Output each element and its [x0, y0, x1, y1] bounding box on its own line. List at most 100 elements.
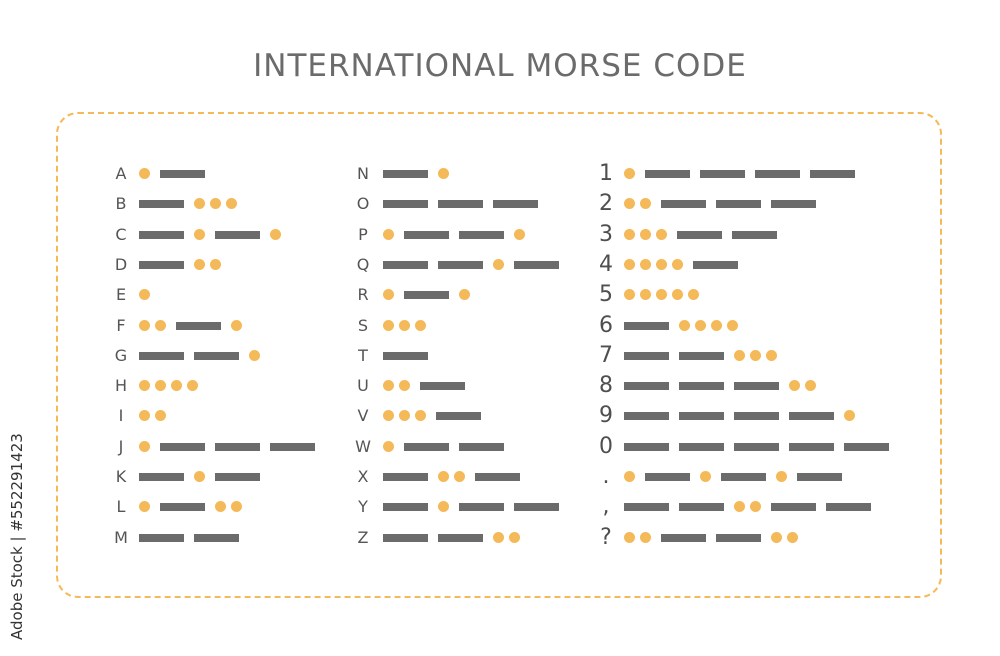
morse-row: ?: [598, 524, 898, 550]
morse-row: 1: [598, 163, 898, 185]
morse-row: ,: [598, 494, 898, 520]
morse-row: 2: [598, 193, 898, 215]
morse-dot: [139, 289, 150, 301]
morse-row: 9: [598, 405, 898, 427]
morse-dot: [249, 349, 260, 361]
morse-character-label: D: [114, 254, 128, 274]
morse-dot: [711, 319, 722, 331]
morse-dot: [734, 501, 745, 513]
morse-dash: [679, 351, 724, 360]
morse-dash: [645, 473, 690, 481]
morse-dash: [624, 503, 669, 512]
morse-dash: [475, 473, 520, 481]
morse-dash: [677, 230, 722, 239]
morse-row: 8: [598, 373, 898, 399]
morse-dash: [624, 351, 669, 360]
morse-dash: [679, 382, 724, 391]
morse-dash: [215, 442, 260, 451]
morse-row: V: [354, 406, 654, 426]
morse-character-label: S: [357, 315, 369, 335]
morse-dot: [139, 440, 150, 452]
morse-dash: [844, 442, 889, 451]
morse-row: Z: [354, 528, 654, 548]
morse-dot: [771, 531, 782, 543]
morse-character-label: 3: [599, 221, 613, 247]
morse-row: C: [112, 225, 412, 245]
morse-character-label: 8: [599, 373, 613, 399]
morse-dash: [383, 473, 428, 481]
morse-dash: [404, 291, 449, 300]
morse-dash: [789, 412, 834, 421]
morse-dot: [750, 349, 761, 361]
morse-row: M: [112, 528, 412, 548]
morse-dash: [679, 503, 724, 512]
morse-dot: [672, 289, 683, 301]
morse-character-label: ?: [600, 524, 612, 550]
morse-row: 4: [598, 251, 898, 277]
morse-dot: [399, 380, 410, 392]
morse-character-label: ,: [602, 494, 610, 520]
morse-dash: [404, 442, 449, 451]
morse-character-label: 6: [599, 312, 613, 338]
morse-dash: [721, 473, 766, 481]
morse-dot: [727, 319, 738, 331]
morse-dash: [771, 503, 816, 512]
morse-dot: [171, 380, 182, 392]
morse-character-label: 5: [599, 282, 613, 308]
morse-dash: [826, 503, 871, 512]
morse-dash: [661, 533, 706, 542]
morse-row: 7: [598, 344, 898, 366]
morse-dot: [640, 258, 651, 270]
morse-row: G: [112, 346, 412, 366]
morse-dot: [210, 198, 221, 210]
morse-dash: [383, 200, 428, 209]
morse-dot: [383, 319, 394, 331]
morse-dash: [383, 170, 428, 178]
morse-dash: [661, 200, 706, 209]
morse-dot: [787, 531, 798, 543]
morse-row: 0: [598, 435, 898, 457]
morse-row: J: [112, 437, 412, 457]
morse-character-label: Q: [356, 254, 370, 274]
morse-dash: [270, 442, 315, 451]
morse-character-label: T: [358, 345, 368, 365]
morse-dot: [231, 501, 242, 513]
morse-row: B: [112, 194, 412, 214]
morse-dot: [231, 319, 242, 331]
morse-dot: [688, 289, 699, 301]
morse-row: P: [354, 225, 654, 245]
morse-character-label: O: [356, 194, 370, 214]
page-title: INTERNATIONAL MORSE CODE: [253, 48, 747, 84]
morse-dot: [624, 471, 635, 482]
morse-dash: [383, 260, 428, 269]
morse-dash: [624, 321, 669, 330]
morse-dot: [139, 319, 150, 331]
morse-character-label: E: [115, 285, 127, 305]
morse-row: F: [112, 316, 412, 336]
morse-dot: [399, 319, 410, 331]
morse-row: E: [112, 285, 412, 305]
morse-character-label: J: [118, 436, 124, 456]
morse-dot: [624, 531, 635, 543]
morse-character-label: B: [115, 194, 127, 214]
morse-dot: [139, 501, 150, 513]
morse-dash: [810, 170, 855, 178]
morse-dash: [624, 382, 669, 391]
morse-dot: [656, 289, 667, 301]
morse-row: K: [112, 467, 412, 487]
morse-dot: [805, 380, 816, 392]
morse-character-label: 4: [599, 251, 613, 277]
morse-row: U: [354, 376, 654, 396]
morse-dot: [383, 410, 394, 422]
morse-dash: [139, 230, 184, 239]
morse-row: L: [112, 497, 412, 517]
morse-dash: [514, 503, 559, 512]
morse-dot: [493, 258, 504, 270]
morse-dash: [716, 200, 761, 209]
morse-row: .: [598, 466, 898, 488]
morse-dot: [226, 198, 237, 210]
morse-character-label: M: [114, 527, 128, 547]
morse-row: T: [354, 346, 654, 366]
morse-character-label: W: [355, 436, 371, 456]
morse-character-label: A: [115, 164, 127, 183]
